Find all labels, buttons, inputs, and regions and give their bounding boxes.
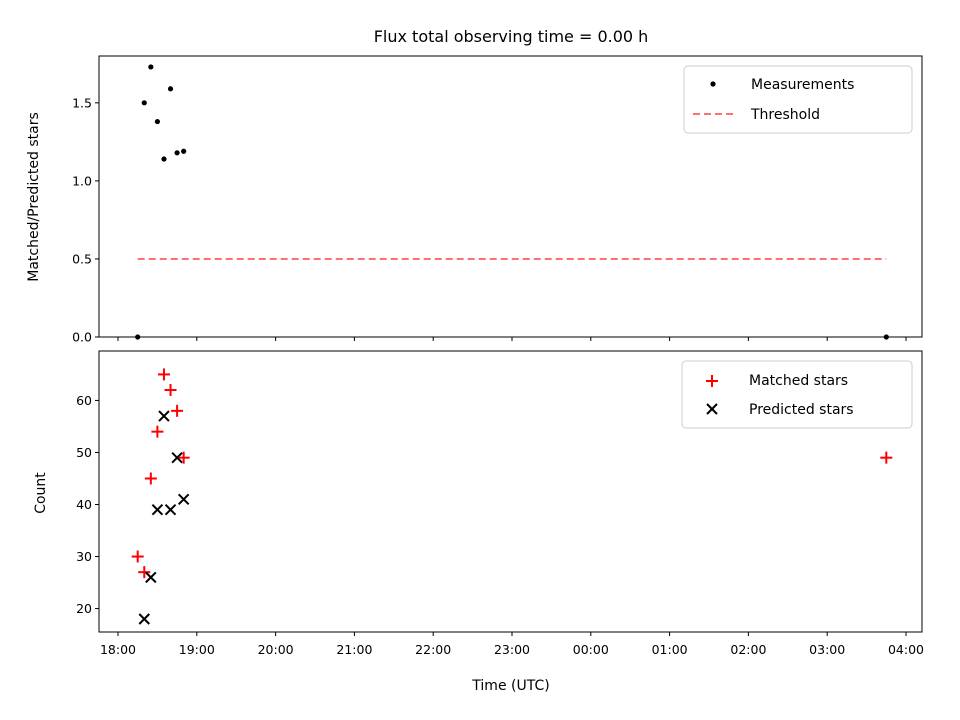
bottom-y-tick-label: 40 <box>76 497 92 512</box>
legend-label-measurements: Measurements <box>751 77 854 93</box>
x-tick-label: 22:00 <box>415 642 451 657</box>
matched-star-point <box>177 451 190 464</box>
bottom-plot-area <box>131 368 893 625</box>
measurement-point <box>154 118 160 125</box>
top-legend-box <box>683 65 913 134</box>
bottom-panel: 20 30 40 50 60 18:00 19:00 20:00 21:00 22:00 23:00… <box>33 350 924 694</box>
measurement-point <box>161 156 167 162</box>
top-y-axis-label: Matched/Predicted stars <box>26 112 42 282</box>
x-tick-label: 18:00 <box>100 642 136 657</box>
measurement-point <box>167 86 174 92</box>
predicted-star-point <box>158 410 170 422</box>
matched-star-point <box>151 425 164 438</box>
bottom-axes-frame <box>98 350 923 633</box>
chart-title: Flux total observing time = 0.00 h <box>374 27 649 46</box>
matched-star-point <box>144 472 157 485</box>
legend-label-threshold: Threshold <box>750 107 820 123</box>
measurement-point <box>141 100 147 106</box>
x-tick-label: 02:00 <box>730 642 766 657</box>
top-ticks: 0.0 0.5 1.0 1.5 <box>72 95 907 345</box>
bottom-y-axis-label: Count <box>33 472 49 514</box>
top-y-tick-label: 1.0 <box>72 173 92 188</box>
x-tick-label: 01:00 <box>652 642 688 657</box>
matched-star-point <box>171 404 184 417</box>
bottom-y-tick-label: 50 <box>76 445 92 460</box>
top-legend: Measurements Threshold <box>683 65 913 134</box>
x-tick-label: 00:00 <box>573 642 609 657</box>
predicted-star-point <box>164 504 177 516</box>
x-tick-label: 04:00 <box>888 642 924 657</box>
top-axes-frame <box>98 55 923 338</box>
bottom-y-tick-label: 20 <box>76 601 92 616</box>
legend-dot-marker <box>710 81 716 87</box>
measurement-point <box>148 64 154 70</box>
measurement-point <box>174 150 180 156</box>
matched-star-point <box>157 368 170 381</box>
bottom-y-tick-label: 30 <box>76 549 92 564</box>
predicted-star-point <box>171 451 183 464</box>
bottom-legend-box <box>681 360 913 429</box>
matched-star-point <box>138 566 151 579</box>
predicted-star-point <box>138 613 150 625</box>
predicted-star-point <box>151 504 164 516</box>
legend-x-marker <box>706 403 718 415</box>
x-tick-label: 23:00 <box>494 642 530 657</box>
matched-star-point <box>880 451 893 464</box>
predicted-star-point <box>177 493 190 506</box>
top-panel: 0.0 0.5 1.0 1.5 Matched/Predicted stars Mea… <box>26 55 923 345</box>
bottom-legend: Matched stars Predicted stars <box>681 360 913 429</box>
x-tick-label: 03:00 <box>809 642 845 657</box>
legend-plus-marker <box>706 375 718 387</box>
matched-star-point <box>131 550 144 563</box>
x-tick-label: 19:00 <box>179 642 215 657</box>
legend-label-matched-stars: Matched stars <box>749 373 848 389</box>
measurement-point <box>181 148 187 154</box>
top-y-tick-label: 0.0 <box>72 330 92 345</box>
bottom-y-tick-label: 60 <box>76 393 92 408</box>
top-plot-area <box>135 64 889 340</box>
x-tick-label: 21:00 <box>336 642 372 657</box>
x-axis-label: Time (UTC) <box>471 678 549 694</box>
top-y-tick-label: 1.5 <box>72 95 92 110</box>
legend-label-predicted-stars: Predicted stars <box>749 402 854 418</box>
bottom-ticks: 20 30 40 50 60 18:00 19:00 20:00 21:00 22:00 23:00… <box>76 393 924 657</box>
predicted-star-point <box>145 571 157 584</box>
x-tick-label: 20:00 <box>258 642 294 657</box>
top-y-tick-label: 0.5 <box>72 251 92 266</box>
matched-star-point <box>164 384 177 397</box>
